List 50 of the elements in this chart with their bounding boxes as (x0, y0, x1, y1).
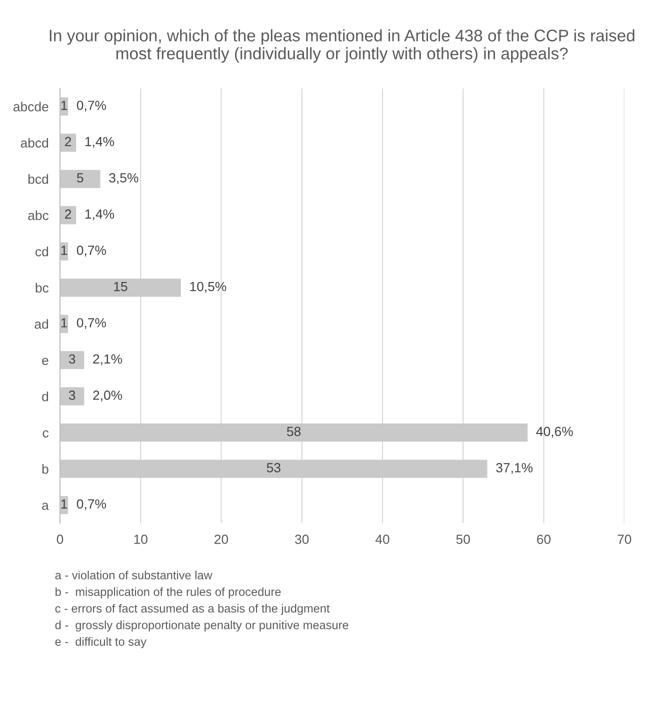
data-label: 58 (286, 426, 301, 436)
annotation: 0,7% (76, 246, 106, 257)
x-tick-label: 10 (134, 534, 148, 544)
y-tick-label: bc (36, 282, 49, 293)
y-tick-label: b (42, 464, 48, 474)
y-tick-label: bcd (28, 174, 48, 184)
x-tick-label: 70 (618, 534, 632, 544)
annotation: 40,6% (536, 426, 573, 438)
y-tick-label: abc (28, 210, 49, 220)
data-label: 3 (68, 354, 76, 364)
y-tick-label: d (42, 392, 48, 402)
annotation: 37,1% (496, 463, 533, 474)
y-tick-label: cd (36, 246, 48, 256)
x-tick-label: 40 (375, 534, 390, 544)
annotation: 2,1% (93, 354, 122, 366)
data-label: 5 (77, 173, 84, 182)
text: a - violation of substantive law (55, 570, 212, 580)
annotation: 3,5% (109, 173, 138, 184)
annotation: 1,4% (85, 136, 114, 148)
y-tick-label: e (42, 358, 48, 366)
annotation: 1,4% (85, 209, 114, 220)
data-label: 1 (61, 318, 68, 328)
text: b - misapplication of the rules of procedure (56, 587, 281, 598)
x-tick-label: 60 (537, 534, 551, 544)
data-label: 15 (114, 282, 128, 292)
data-label: 2 (65, 136, 72, 146)
data-label: 3 (68, 390, 76, 400)
x-tick-label: 30 (295, 534, 309, 544)
x-tick-label: 0 (56, 534, 64, 544)
y-tick-label: abcde (13, 102, 48, 112)
text: e - difficult to say (55, 637, 146, 648)
y-tick-label: abcd (20, 138, 48, 148)
text: d - grossly disproportionate penalty or punitive measure (55, 620, 348, 632)
x-tick-label: 20 (214, 534, 228, 544)
data-label: 2 (65, 209, 72, 219)
annotation: 10,5% (190, 282, 226, 293)
annotation: 2,0% (93, 390, 122, 402)
data-label: 1 (61, 100, 68, 110)
annotation: 0,7% (76, 499, 106, 510)
chart-title: In your opinion, which of the pleas mentioned in Article 438 of the CCP is raised most frequently (individually or jointly with others) in appeals? (50, 29, 634, 63)
text: c - errors of fact assumed as a basis of the judgment (55, 604, 330, 615)
annotation: 0,7% (76, 318, 106, 329)
x-tick-label: 50 (456, 534, 470, 544)
y-tick-label: a (42, 502, 49, 510)
data-label: 1 (61, 499, 68, 508)
y-tick-label: c (42, 430, 49, 438)
y-tick-label: ad (34, 319, 48, 329)
data-label: 1 (61, 246, 68, 255)
data-label: 53 (266, 463, 280, 472)
annotation: 0,7% (76, 100, 106, 112)
